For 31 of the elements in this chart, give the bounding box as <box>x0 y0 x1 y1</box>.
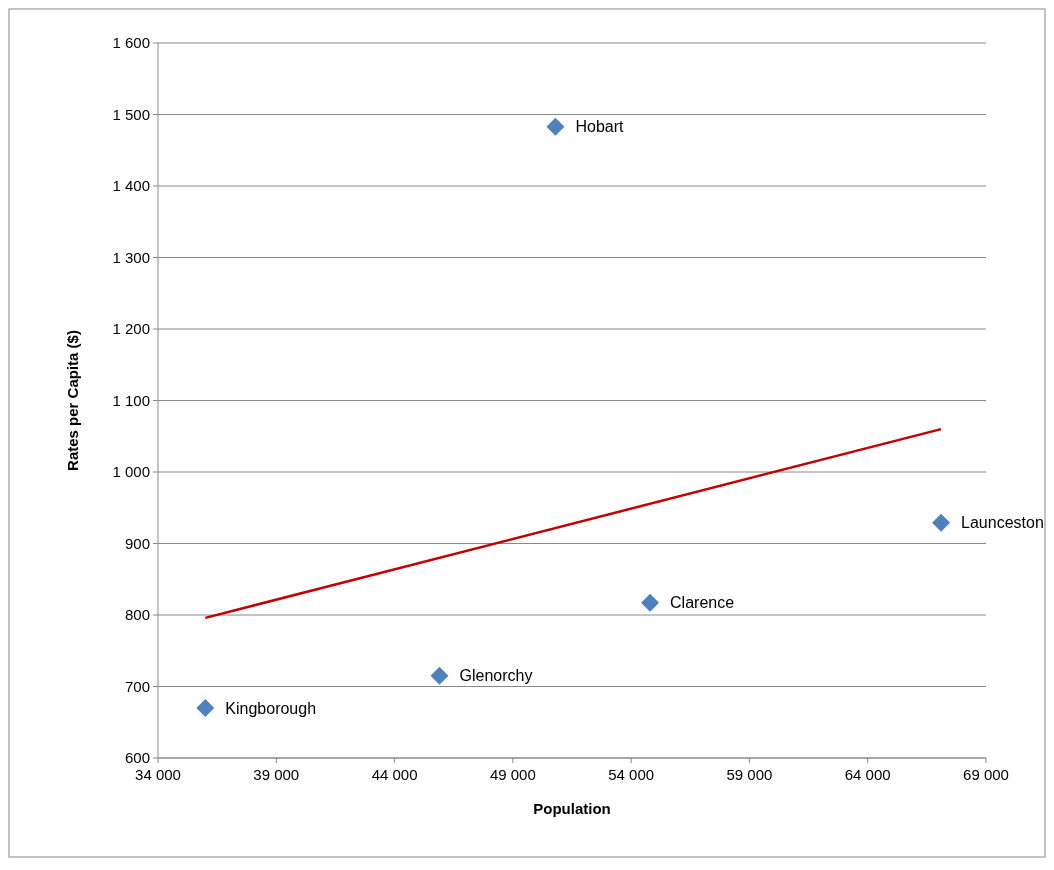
x-tick-label: 44 000 <box>371 766 418 783</box>
y-tick-label: 1 500 <box>112 105 150 123</box>
y-tick-label: 1 000 <box>112 463 150 481</box>
y-tick-label: 600 <box>124 749 150 767</box>
point <box>546 117 565 136</box>
x-tick-label: 49 000 <box>489 766 536 783</box>
point <box>932 513 951 532</box>
y-tick-label: 1 300 <box>112 248 150 266</box>
x-tick-label: 59 000 <box>726 766 773 783</box>
annotation: Kingborough <box>225 699 317 717</box>
annotation: Glenorchy <box>459 667 533 685</box>
y-tick-label: 700 <box>124 677 150 695</box>
y-tick-label: 1 600 <box>112 34 150 52</box>
x-tick-label: 64 000 <box>844 766 891 783</box>
annotation: Clarence <box>670 594 735 612</box>
x-tick-label: 34 000 <box>135 766 181 783</box>
x-tick-label: 39 000 <box>253 766 300 783</box>
point <box>430 666 449 685</box>
y-tick-label: 800 <box>124 606 150 624</box>
point <box>196 698 215 717</box>
point <box>641 593 660 612</box>
y-tick-label: 1 400 <box>112 177 150 195</box>
x-tick-label: 54 000 <box>608 766 655 783</box>
y-tick-label: 1 100 <box>112 391 150 409</box>
y-axis-title: Rates per Capita ($) <box>64 330 81 471</box>
annotation: Launceston <box>961 514 1044 532</box>
x-axis-title: Population <box>533 800 611 817</box>
y-tick-label: 900 <box>124 534 150 552</box>
x-tick-label: 69 000 <box>963 766 1009 783</box>
y-tick-label: 1 200 <box>112 320 150 338</box>
annotation: Hobart <box>575 118 625 136</box>
